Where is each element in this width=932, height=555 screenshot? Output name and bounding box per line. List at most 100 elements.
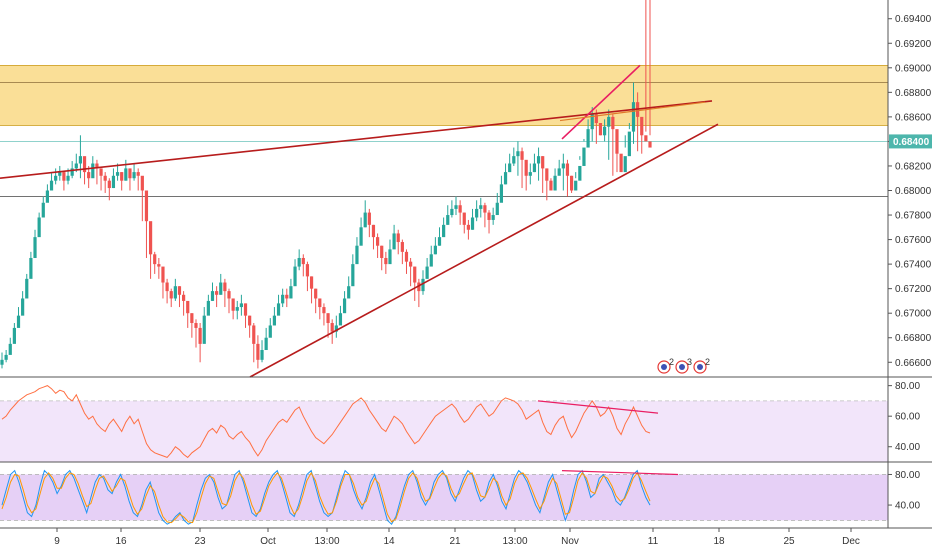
candle-up[interactable] (359, 227, 363, 246)
candle-up[interactable] (442, 224, 446, 238)
candle-up[interactable] (553, 175, 557, 191)
candle-down[interactable] (103, 175, 107, 181)
candle-down[interactable] (120, 172, 124, 181)
candle-down[interactable] (153, 254, 157, 265)
candle-up[interactable] (289, 286, 293, 299)
price-pane[interactable] (0, 0, 888, 378)
candle-up[interactable] (111, 175, 116, 189)
stoch-divergence-line[interactable] (561, 470, 679, 476)
rsi-line[interactable] (1, 385, 651, 459)
candle-up[interactable] (124, 168, 128, 181)
trendline-lower[interactable] (249, 123, 719, 378)
candle-down[interactable] (487, 212, 491, 220)
candle-down[interactable] (95, 163, 99, 169)
candle-up[interactable] (78, 156, 83, 164)
candle-down[interactable] (569, 175, 574, 191)
candle-up[interactable] (272, 315, 277, 326)
candle-down[interactable] (309, 276, 314, 289)
candle-down[interactable] (371, 224, 376, 238)
candle-down[interactable] (462, 212, 466, 225)
candle-up[interactable] (21, 298, 25, 316)
candle-down[interactable] (223, 282, 227, 292)
rsi-divergence-line[interactable] (537, 400, 659, 414)
candle-up[interactable] (437, 237, 442, 246)
candle-up[interactable] (91, 163, 95, 179)
candle-up[interactable] (334, 325, 338, 332)
candle-down[interactable] (231, 298, 235, 311)
candle-down[interactable] (549, 180, 553, 191)
candle-up[interactable] (429, 254, 433, 267)
candle-down[interactable] (161, 266, 165, 283)
candle-down[interactable] (194, 323, 198, 328)
candle-up[interactable] (74, 163, 78, 169)
candle-up[interactable] (16, 315, 21, 328)
candle-down[interactable] (644, 135, 648, 142)
candle-up[interactable] (260, 350, 264, 360)
candle-up[interactable] (268, 325, 272, 338)
candle-down[interactable] (62, 172, 66, 181)
stoch-pane[interactable] (0, 469, 888, 525)
candle-up[interactable] (45, 190, 50, 203)
candle-up[interactable] (446, 215, 450, 225)
candle-down[interactable] (128, 168, 132, 179)
candle-down[interactable] (144, 190, 149, 222)
candle-down[interactable] (520, 151, 524, 160)
candle-up[interactable] (41, 202, 45, 218)
candle-up[interactable] (578, 165, 582, 181)
candle-down[interactable] (215, 291, 219, 295)
candle-down[interactable] (380, 245, 384, 258)
candle-up[interactable] (528, 172, 532, 176)
event-markers[interactable]: 2 3 2 (657, 357, 710, 374)
candle-down[interactable] (384, 257, 388, 265)
candle-down[interactable] (82, 156, 87, 173)
candle-up[interactable] (508, 163, 512, 173)
candle-down[interactable] (404, 251, 409, 262)
candle-up[interactable] (276, 303, 281, 316)
stoch-d-line[interactable] (1, 471, 651, 524)
candle-up[interactable] (532, 163, 537, 173)
candle-down[interactable] (169, 291, 173, 299)
trendline-upper[interactable] (0, 100, 713, 180)
candle-up[interactable] (557, 168, 561, 176)
candle-up[interactable] (173, 286, 177, 299)
candle-up[interactable] (342, 298, 347, 314)
candle-up[interactable] (281, 294, 285, 304)
candle-up[interactable] (4, 354, 8, 360)
candle-up[interactable] (392, 233, 396, 250)
candle-up[interactable] (338, 313, 343, 326)
candle-down[interactable] (611, 116, 615, 130)
candle-down[interactable] (198, 327, 202, 344)
candle-up[interactable] (495, 202, 499, 216)
candle-up[interactable] (210, 291, 215, 301)
candle-up[interactable] (623, 156, 627, 173)
candle-up[interactable] (206, 300, 210, 316)
candle-down[interactable] (190, 313, 194, 324)
candle-down[interactable] (157, 264, 161, 267)
candle-up[interactable] (512, 156, 516, 164)
candle-down[interactable] (186, 300, 190, 314)
candle-up[interactable] (499, 184, 504, 203)
candle-down[interactable] (140, 175, 144, 191)
candle-up[interactable] (433, 245, 437, 255)
candle-down[interactable] (619, 153, 623, 173)
candle-up[interactable] (602, 126, 607, 136)
trendline-extension[interactable] (559, 101, 706, 122)
candle-down[interactable] (87, 172, 91, 179)
candle-down[interactable] (177, 286, 182, 295)
candle-down[interactable] (148, 221, 153, 255)
candle-down[interactable] (648, 141, 652, 148)
candle-up[interactable] (264, 337, 268, 351)
candle-up[interactable] (66, 175, 70, 181)
candle-up[interactable] (54, 175, 58, 181)
candle-up[interactable] (627, 131, 631, 157)
candle-down[interactable] (375, 237, 380, 246)
candle-up[interactable] (25, 278, 29, 299)
candle-down[interactable] (165, 282, 169, 292)
candle-down[interactable] (107, 180, 111, 189)
candle-up[interactable] (388, 249, 392, 265)
candle-up[interactable] (235, 307, 239, 311)
candle-up[interactable] (132, 172, 136, 179)
candle-down[interactable] (182, 294, 186, 301)
candle-up[interactable] (590, 114, 594, 130)
candle-down[interactable] (640, 116, 644, 136)
